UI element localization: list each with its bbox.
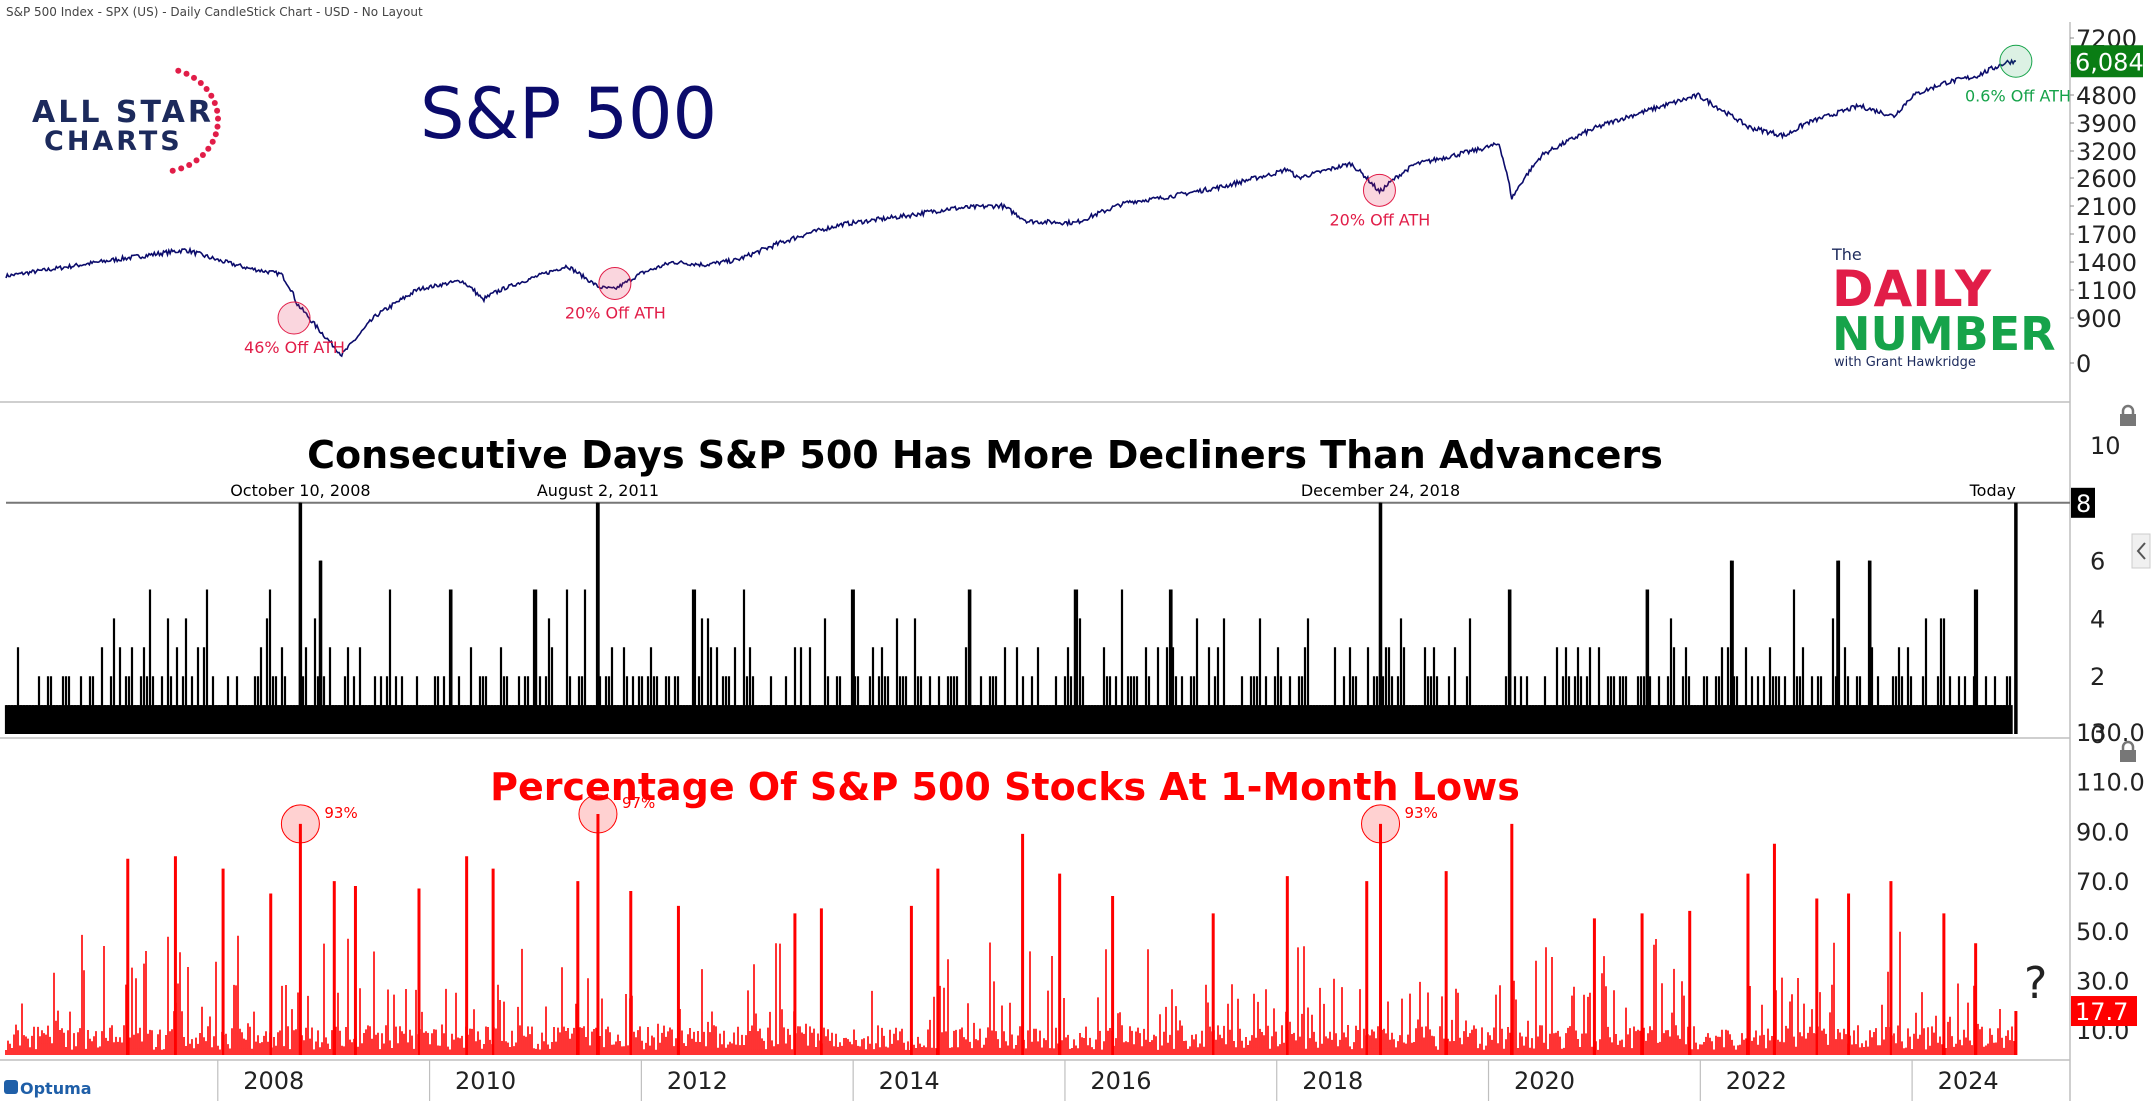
logo-star xyxy=(186,162,193,168)
middle-panel-title: Consecutive Days S&P 500 Has More Declin… xyxy=(307,433,1663,477)
x-tick-label: 2024 xyxy=(1938,1067,1999,1095)
daily-the: The xyxy=(1831,245,1862,264)
drawdown-marker xyxy=(1999,44,2033,78)
top-y-tick-label: 0 xyxy=(2076,350,2091,378)
bot-y-tick-label: 70.0 xyxy=(2076,868,2129,896)
bot-last-value: 17.7 xyxy=(2075,998,2128,1026)
top-y-tick-label: 3900 xyxy=(2076,110,2137,138)
lock-icon[interactable] xyxy=(2120,404,2136,426)
mid-y-tick-label: 2 xyxy=(2090,663,2105,691)
bot-y-tick-label: 110.0 xyxy=(2076,769,2145,797)
x-tick-label: 2016 xyxy=(1090,1067,1151,1095)
optuma-text: Optuma xyxy=(20,1079,92,1098)
logo-star xyxy=(212,131,219,138)
logo-star xyxy=(175,67,182,74)
allstar-line1: ALL STAR xyxy=(32,95,214,130)
logo-star xyxy=(191,74,197,81)
peak-marker xyxy=(280,804,320,844)
top-y-tick-label: 4800 xyxy=(2076,82,2137,110)
allstar-logo: ALL STAR CHARTS xyxy=(32,67,221,174)
mid-peak-label: December 24, 2018 xyxy=(1301,481,1460,500)
sp500-price-line xyxy=(5,58,2017,358)
top-y-tick-label: 3200 xyxy=(2076,138,2137,166)
optuma-logo: Optuma xyxy=(4,1079,92,1098)
peak-label: 93% xyxy=(1405,804,1438,822)
lock-icon[interactable] xyxy=(2120,740,2136,762)
x-tick-label: 2014 xyxy=(879,1067,940,1095)
peak-marker xyxy=(578,794,618,834)
logo-star xyxy=(208,92,215,99)
mid-y-tick-label: 4 xyxy=(2090,605,2105,633)
mid-y-tick-label: 0 xyxy=(2090,721,2105,749)
x-tick-label: 2008 xyxy=(243,1067,304,1095)
decliner-streak-base xyxy=(6,705,2013,734)
logo-star xyxy=(214,107,221,114)
logo-star xyxy=(211,100,218,106)
top-last-value-badge xyxy=(2071,45,2143,78)
x-tick-label: 2022 xyxy=(1726,1067,1787,1095)
top-y-tick-label: 1100 xyxy=(2076,277,2137,305)
peak-label: 93% xyxy=(324,804,357,822)
x-tick-label: 2020 xyxy=(1514,1067,1575,1095)
mid-last-value: 8 xyxy=(2076,490,2091,518)
bot-y-tick-label: 50.0 xyxy=(2076,918,2129,946)
logo-star xyxy=(205,145,212,152)
logo-star xyxy=(214,123,221,130)
top-y-tick-label: 2600 xyxy=(2076,165,2137,193)
mid-y-tick-label: 6 xyxy=(2090,548,2105,576)
logo-star xyxy=(193,157,200,164)
logo-star xyxy=(169,167,176,174)
drawdown-marker xyxy=(277,301,311,335)
x-tick-label: 2010 xyxy=(455,1067,516,1095)
daily-word1: DAILY xyxy=(1832,260,1992,318)
top-y-tick-label: 900 xyxy=(2076,305,2122,333)
bottom-panel-title: Percentage Of S&P 500 Stocks At 1-Month … xyxy=(490,765,1520,809)
chart-caption: S&P 500 Index - SPX (US) - Daily CandleS… xyxy=(6,5,423,19)
peak-marker xyxy=(1361,804,1401,844)
mid-peak-label: August 2, 2011 xyxy=(537,481,659,500)
mid-last-value-badge xyxy=(2071,487,2095,518)
drawdown-label: 46% Off ATH xyxy=(244,338,345,357)
logo-star xyxy=(203,86,210,92)
daily-word2: NUMBER xyxy=(1832,307,2056,361)
logo-star xyxy=(197,80,204,86)
x-tick-label: 2012 xyxy=(667,1067,728,1095)
top-y-tick-label: 1400 xyxy=(2076,249,2137,277)
bot-y-tick-label: 130.0 xyxy=(2076,719,2145,747)
bot-y-tick-label: 30.0 xyxy=(2076,967,2129,995)
top-y-tick-label: 1700 xyxy=(2076,221,2137,249)
decliner-streak-bars xyxy=(4,502,2012,734)
mid-peak-label: October 10, 2008 xyxy=(230,481,370,500)
question-mark: ? xyxy=(2024,958,2047,1009)
x-tick-label: 2018 xyxy=(1302,1067,1363,1095)
logo-stars xyxy=(169,67,221,174)
collapse-arrow-icon[interactable] xyxy=(2131,533,2151,569)
daily-with: with Grant Hawkridge xyxy=(1834,355,1976,370)
drawdown-marker xyxy=(1362,173,1396,207)
mid-peak-label: Today xyxy=(1969,481,2016,500)
mid-y-tick-label: 10 xyxy=(2090,432,2121,460)
allstar-line2: CHARTS xyxy=(44,126,183,157)
bot-last-value-badge xyxy=(2071,996,2137,1027)
top-y-tick-label: 2100 xyxy=(2076,193,2137,221)
one-month-low-bars xyxy=(5,931,2015,1055)
peak-label: 97% xyxy=(622,794,655,812)
drawdown-label: 20% Off ATH xyxy=(565,303,666,322)
top-panel-title: S&P 500 xyxy=(420,73,717,155)
logo-star xyxy=(209,138,216,145)
top-last-value: 6,084 xyxy=(2075,48,2144,76)
drawdown-label: 0.6% Off ATH xyxy=(1965,86,2071,105)
logo-star xyxy=(215,115,221,122)
drawdown-marker xyxy=(598,266,632,300)
logo-star xyxy=(178,165,185,172)
drawdown-label: 20% Off ATH xyxy=(1329,210,1430,229)
logo-star xyxy=(183,70,190,77)
daily-number-logo: The DAILY NUMBER with Grant Hawkridge xyxy=(1831,245,2056,370)
bot-y-tick-label: 90.0 xyxy=(2076,818,2129,846)
logo-star xyxy=(199,152,206,158)
